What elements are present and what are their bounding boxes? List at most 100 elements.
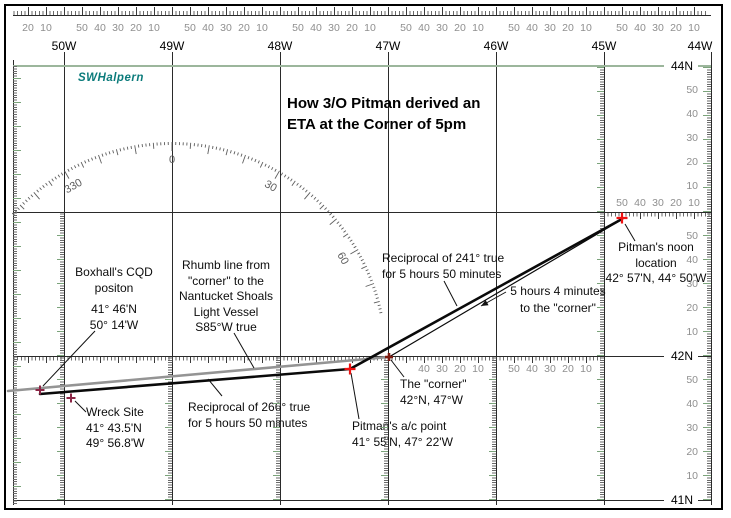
ruler-number: 50 <box>400 22 412 34</box>
ruler-number: 10 <box>686 180 698 192</box>
compass-tick <box>229 150 232 154</box>
compass-tick <box>379 311 383 314</box>
ruler-number: 20 <box>562 363 574 375</box>
compass-tick <box>51 178 54 182</box>
compass-tick <box>259 161 264 168</box>
compass-tick <box>115 149 119 156</box>
ruler-number: 50 <box>686 374 698 386</box>
compass-tick <box>98 154 102 164</box>
compass-tick <box>316 199 319 203</box>
compass-tick <box>358 255 363 258</box>
compass-tick <box>112 150 115 154</box>
annotation-the-corner: The "corner" 42°N, 47°W <box>400 377 467 408</box>
compass-tick <box>152 142 155 149</box>
course-reciprocal-241 <box>348 217 624 371</box>
compass-tick <box>64 170 70 179</box>
leader-wreck <box>74 400 87 413</box>
annotation-pitman-ac-point: Pitman's a/c point 41° 55'N, 47° 22'W <box>352 419 453 450</box>
latitude-44n-line <box>13 65 664 67</box>
ruler-number: 40 <box>526 363 538 375</box>
compass-tick <box>94 156 97 160</box>
lon-label-48w: 48W <box>267 39 293 53</box>
ruler-number: 40 <box>526 22 538 34</box>
compass-tick <box>338 224 342 227</box>
compass-tick <box>313 196 317 200</box>
ruler-number: 30 <box>328 22 340 34</box>
compass-tick <box>48 180 53 187</box>
ruler-number: 50 <box>686 230 698 242</box>
compass-tick <box>296 182 299 186</box>
compass-label: 30 <box>262 178 279 195</box>
compass-tick <box>130 145 132 149</box>
ruler-number: 40 <box>202 22 214 34</box>
line-corner-to-noon <box>388 219 622 358</box>
ruler-number: 40 <box>418 363 430 375</box>
compass-tick <box>22 201 26 205</box>
compass-tick <box>233 151 236 155</box>
compass-tick <box>361 265 368 270</box>
compass-label: 60 <box>334 250 351 267</box>
ruler-number: 40 <box>634 197 646 209</box>
ruler-number: 50 <box>292 22 304 34</box>
compass-tick <box>247 156 250 160</box>
lon-label-45w: 45W <box>591 39 617 53</box>
compass-tick <box>101 153 104 157</box>
annotation-line: for 5 hours 50 minutes <box>382 266 502 281</box>
compass-tick <box>126 146 129 150</box>
leader-noon <box>624 223 636 242</box>
compass-tick <box>319 204 325 210</box>
compass-tick <box>70 166 73 171</box>
compass-tick <box>324 207 328 211</box>
latitude-43n-line <box>13 212 711 213</box>
annotation-line: 42° 57'N, 44° 50'W <box>605 271 707 285</box>
compass-tick <box>54 176 57 180</box>
ruler-number: 20 <box>238 22 250 34</box>
compass-label: 0 <box>169 154 175 166</box>
chart-title-line1: How 3/O Pitman derived an <box>287 95 481 112</box>
ruler-number: 20 <box>670 197 682 209</box>
marker-boxhall-cqd-position <box>35 385 45 395</box>
compass-tick <box>123 147 125 151</box>
compass-tick <box>36 189 39 193</box>
ruler-number: 20 <box>130 22 142 34</box>
meridian-49w <box>172 52 173 505</box>
compass-tick <box>347 236 351 239</box>
annotation-line: Boxhall's CQD <box>75 265 153 279</box>
ruler-number: 20 <box>454 363 466 375</box>
ruler-number: 20 <box>686 302 698 314</box>
ruler-number: 40 <box>310 22 322 34</box>
chart-title-line2: ETA at the Corner of 5pm <box>287 116 467 133</box>
top-ruler-ticks <box>13 7 711 15</box>
compass-tick <box>283 174 287 178</box>
compass-tick <box>287 176 290 180</box>
annotation-pitman-noon: Pitman's noon location 42° 57'N, 44° 50'… <box>600 240 712 287</box>
compass-tick <box>349 239 353 242</box>
compass-tick <box>271 166 274 171</box>
compass-tick <box>378 308 382 310</box>
compass-tick <box>373 290 377 292</box>
compass-tick <box>372 286 376 289</box>
lon-label-49w: 49W <box>159 39 185 53</box>
compass-tick <box>87 158 90 163</box>
compass-tick <box>19 204 25 210</box>
ruler-number: 30 <box>544 22 556 34</box>
compass-tick <box>219 147 221 151</box>
compass-label: 330 <box>63 177 85 197</box>
ruler-number: 20 <box>670 22 682 34</box>
compass-tick <box>60 172 64 176</box>
compass-tick <box>299 185 302 188</box>
ruler-number: 50 <box>184 22 196 34</box>
ruler-number: 10 <box>40 22 52 34</box>
ruler-number: 10 <box>472 22 484 34</box>
compass-tick <box>365 283 375 287</box>
compass-tick <box>207 145 210 155</box>
ruler-number: 40 <box>686 398 698 410</box>
compass-tick <box>80 161 85 168</box>
compass-tick <box>16 207 20 211</box>
ruler-number: 30 <box>112 22 124 34</box>
compass-tick <box>27 196 31 200</box>
ruler-number: 20 <box>454 22 466 34</box>
ruler-number: 30 <box>686 132 698 144</box>
latitude-41n-line <box>13 500 664 501</box>
